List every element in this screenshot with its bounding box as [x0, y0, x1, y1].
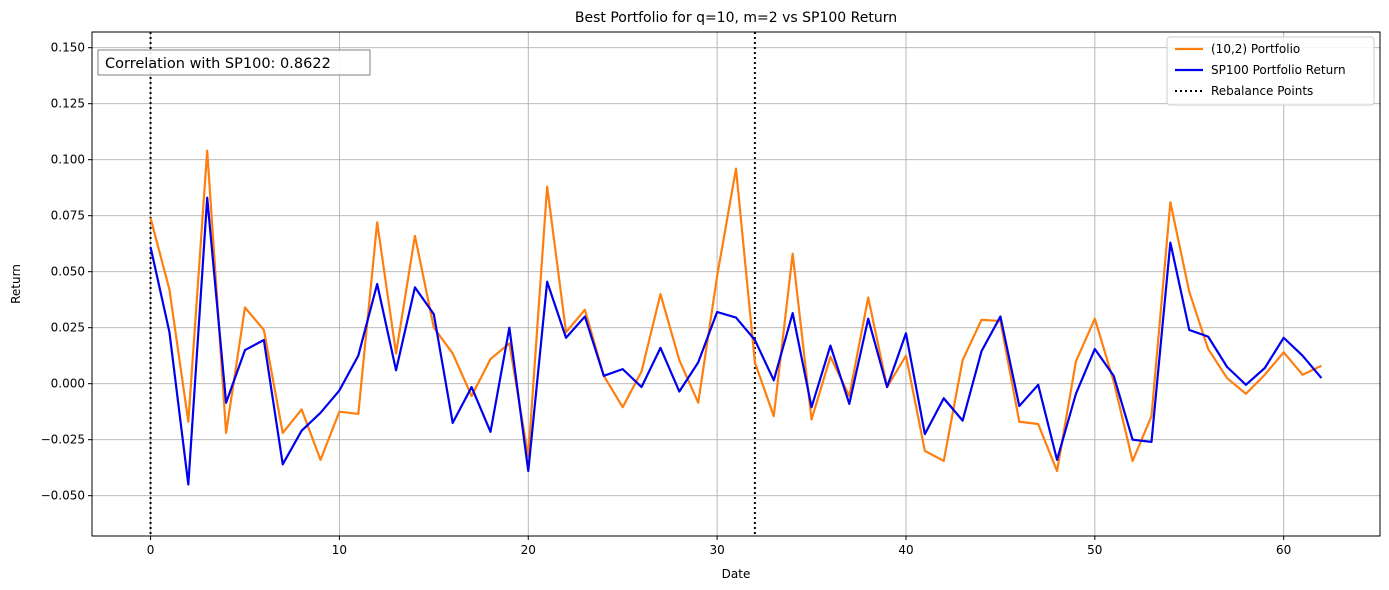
correlation-annotation: Correlation with SP100: 0.8622 — [97, 49, 371, 76]
legend-label-portfolio: (10,2) Portfolio — [1211, 42, 1300, 56]
sp100-line — [149, 196, 1323, 486]
y-tick-label: 0.125 — [51, 97, 85, 111]
y-tick-label: −0.025 — [41, 433, 85, 447]
y-tick-label: 0.050 — [51, 265, 85, 279]
y-tick-label: 0.025 — [51, 321, 85, 335]
legend-box — [1166, 36, 1375, 106]
annotation-box — [97, 49, 371, 76]
x-tick-label: 20 — [521, 543, 536, 557]
legend-label-rebalance: Rebalance Points — [1211, 84, 1313, 98]
y-tick-label: 0.000 — [51, 377, 85, 391]
y-axis-label: Return — [9, 264, 23, 304]
y-axis-ticks: −0.050 −0.025 0.000 0.025 0.050 0.075 0.100 0.1… — [41, 41, 92, 503]
x-axis-label: Date — [722, 567, 751, 581]
grid-lines — [92, 32, 1380, 536]
rebalance-lines — [149, 32, 756, 536]
x-tick-label: 40 — [898, 543, 913, 557]
y-tick-label: 0.100 — [51, 153, 85, 167]
plot-background — [92, 32, 1380, 536]
legend: (10,2) Portfolio SP100 Portfolio Return … — [1166, 36, 1375, 106]
legend-label-sp100: SP100 Portfolio Return — [1211, 63, 1346, 77]
x-axis-ticks: 0 10 20 30 40 50 60 — [147, 536, 1291, 557]
y-tick-label: −0.050 — [41, 489, 85, 503]
x-tick-label: 60 — [1276, 543, 1291, 557]
portfolio-line — [149, 149, 1322, 473]
y-tick-label: 0.150 — [51, 41, 85, 55]
x-tick-label: 50 — [1087, 543, 1102, 557]
annotation-text: Correlation with SP100: 0.8622 — [105, 56, 331, 72]
x-tick-label: 0 — [147, 543, 155, 557]
chart-title: Best Portfolio for q=10, m=2 vs SP100 Re… — [575, 10, 897, 26]
x-tick-label: 30 — [709, 543, 724, 557]
series-lines — [149, 149, 1323, 486]
y-tick-label: 0.075 — [51, 209, 85, 223]
x-tick-label: 10 — [332, 543, 347, 557]
plot-frame — [91, 31, 1381, 537]
